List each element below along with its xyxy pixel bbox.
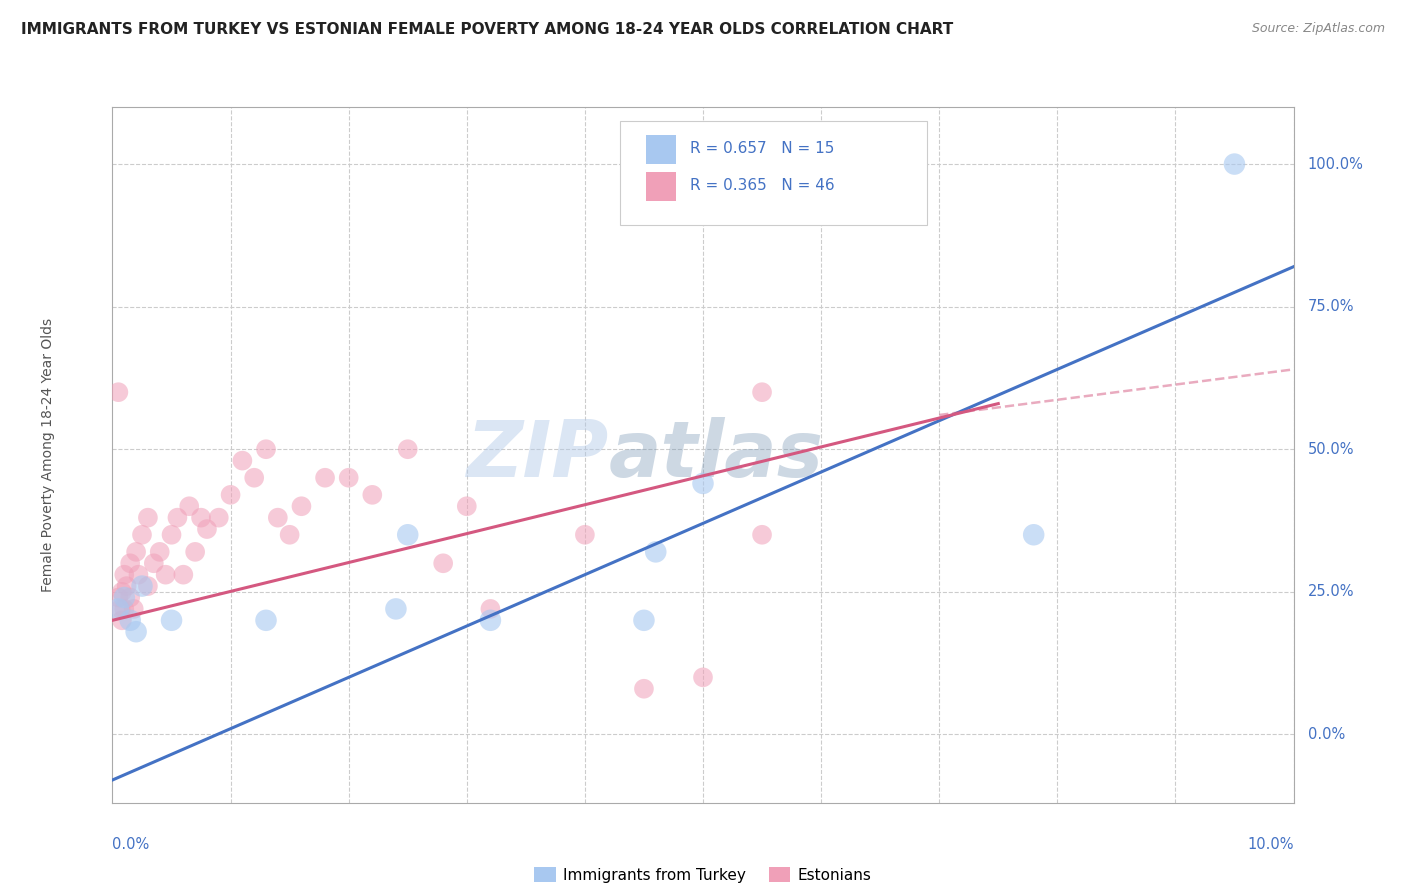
- Point: [314, 471, 336, 485]
- Text: 0.0%: 0.0%: [1308, 727, 1344, 742]
- Point: [131, 579, 153, 593]
- Point: [127, 567, 149, 582]
- Point: [290, 500, 312, 514]
- Point: [1223, 157, 1246, 171]
- Point: [120, 613, 142, 627]
- FancyBboxPatch shape: [647, 135, 676, 164]
- Legend: Immigrants from Turkey, Estonians: Immigrants from Turkey, Estonians: [529, 862, 877, 889]
- Text: R = 0.365   N = 46: R = 0.365 N = 46: [690, 178, 835, 194]
- Point: [112, 591, 135, 605]
- Text: 10.0%: 10.0%: [1247, 837, 1294, 852]
- Point: [172, 567, 194, 582]
- Point: [112, 567, 135, 582]
- Point: [267, 510, 290, 524]
- Point: [644, 545, 666, 559]
- Point: [112, 602, 135, 616]
- Point: [751, 385, 773, 400]
- Point: [115, 579, 138, 593]
- Point: [231, 453, 253, 467]
- Point: [692, 670, 714, 684]
- Text: Female Poverty Among 18-24 Year Olds: Female Poverty Among 18-24 Year Olds: [41, 318, 55, 592]
- Point: [125, 624, 148, 639]
- Point: [136, 579, 159, 593]
- Point: [243, 471, 266, 485]
- Point: [574, 528, 596, 542]
- Point: [131, 528, 153, 542]
- Point: [179, 500, 201, 514]
- Point: [633, 681, 655, 696]
- Point: [125, 545, 148, 559]
- Text: 0.0%: 0.0%: [112, 837, 149, 852]
- Point: [107, 385, 129, 400]
- Point: [160, 613, 183, 627]
- Point: [254, 613, 277, 627]
- Text: 75.0%: 75.0%: [1308, 299, 1354, 314]
- Point: [190, 510, 212, 524]
- Point: [254, 442, 277, 457]
- Text: R = 0.657   N = 15: R = 0.657 N = 15: [690, 141, 834, 156]
- Text: IMMIGRANTS FROM TURKEY VS ESTONIAN FEMALE POVERTY AMONG 18-24 YEAR OLDS CORRELAT: IMMIGRANTS FROM TURKEY VS ESTONIAN FEMAL…: [21, 22, 953, 37]
- Point: [155, 567, 177, 582]
- FancyBboxPatch shape: [647, 172, 676, 201]
- Point: [751, 528, 773, 542]
- Text: 100.0%: 100.0%: [1308, 157, 1364, 171]
- Point: [111, 613, 134, 627]
- Point: [120, 556, 142, 570]
- Point: [195, 522, 218, 536]
- Point: [120, 591, 142, 605]
- Text: 25.0%: 25.0%: [1308, 584, 1354, 599]
- Point: [111, 584, 134, 599]
- Text: atlas: atlas: [609, 417, 824, 493]
- Point: [396, 442, 419, 457]
- Point: [142, 556, 165, 570]
- Point: [160, 528, 183, 542]
- Point: [278, 528, 301, 542]
- Point: [1022, 528, 1045, 542]
- Point: [396, 528, 419, 542]
- Text: Source: ZipAtlas.com: Source: ZipAtlas.com: [1251, 22, 1385, 36]
- Text: ZIP: ZIP: [467, 417, 609, 493]
- FancyBboxPatch shape: [620, 121, 928, 226]
- Point: [456, 500, 478, 514]
- Point: [122, 602, 145, 616]
- Point: [385, 602, 408, 616]
- Point: [136, 510, 159, 524]
- Point: [479, 613, 502, 627]
- Point: [633, 613, 655, 627]
- Point: [208, 510, 231, 524]
- Point: [107, 591, 129, 605]
- Point: [184, 545, 207, 559]
- Point: [166, 510, 188, 524]
- Point: [432, 556, 454, 570]
- Point: [337, 471, 360, 485]
- Point: [107, 602, 129, 616]
- Point: [149, 545, 172, 559]
- Point: [219, 488, 242, 502]
- Point: [361, 488, 384, 502]
- Point: [479, 602, 502, 616]
- Point: [692, 476, 714, 491]
- Point: [110, 602, 132, 616]
- Text: 50.0%: 50.0%: [1308, 442, 1354, 457]
